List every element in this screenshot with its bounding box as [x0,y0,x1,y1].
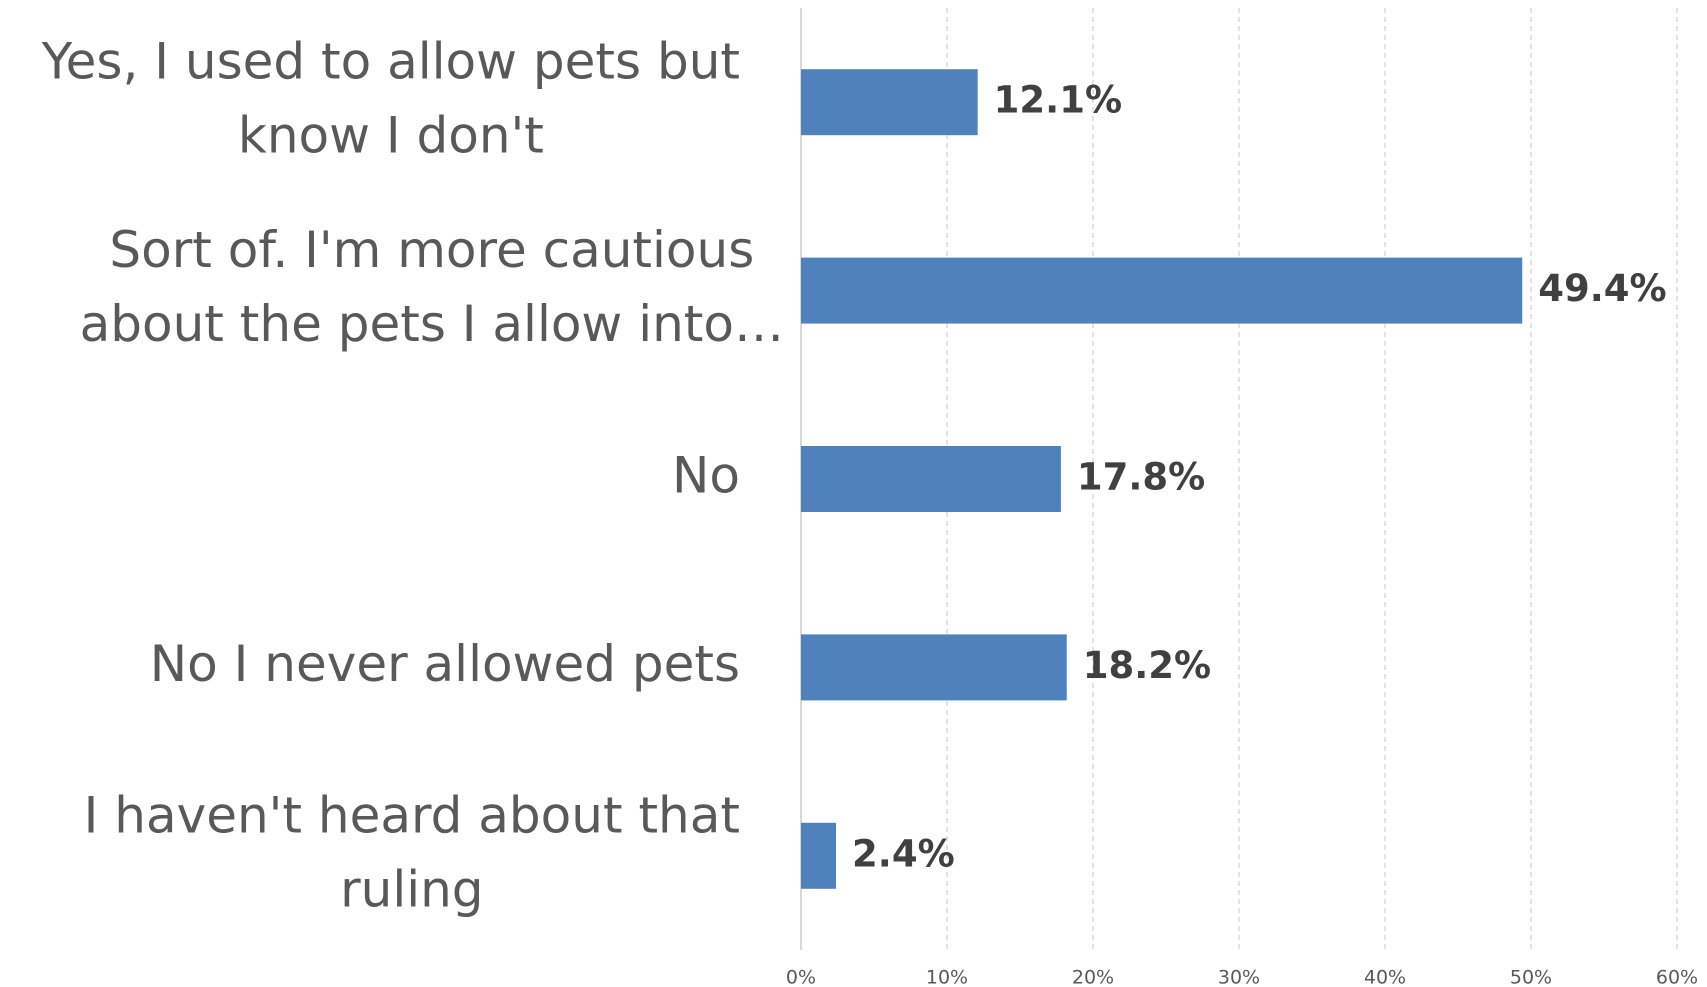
value-label: 17.8% [1077,456,1205,499]
y-tick-label: I haven't heard about that [84,786,740,844]
x-tick-label: 30% [1218,967,1260,987]
bar [801,69,978,136]
x-tick-label: 0% [786,967,816,987]
x-tick-label: 60% [1656,967,1698,987]
x-tick-label: 10% [926,967,968,987]
y-tick-label: ruling [340,860,483,918]
value-label: 12.1% [994,79,1122,122]
y-tick-label: No [672,447,740,505]
bar [801,446,1061,512]
value-label: 18.2% [1083,644,1211,687]
y-tick-label: Sort of. I'm more cautious [109,221,754,279]
bar [801,634,1067,701]
y-tick-label: Yes, I used to allow pets but [41,33,740,91]
bar [801,257,1523,324]
x-tick-label: 50% [1510,967,1552,987]
y-tick-label: know I don't [238,107,544,165]
x-tick-label: 20% [1072,967,1114,987]
bar [801,822,837,889]
y-tick-label: No I never allowed pets [150,635,740,693]
value-label: 49.4% [1538,267,1666,310]
y-tick-label: about the pets I allow into… [80,295,784,353]
x-tick-label: 40% [1364,967,1406,987]
value-label: 2.4% [852,832,955,875]
